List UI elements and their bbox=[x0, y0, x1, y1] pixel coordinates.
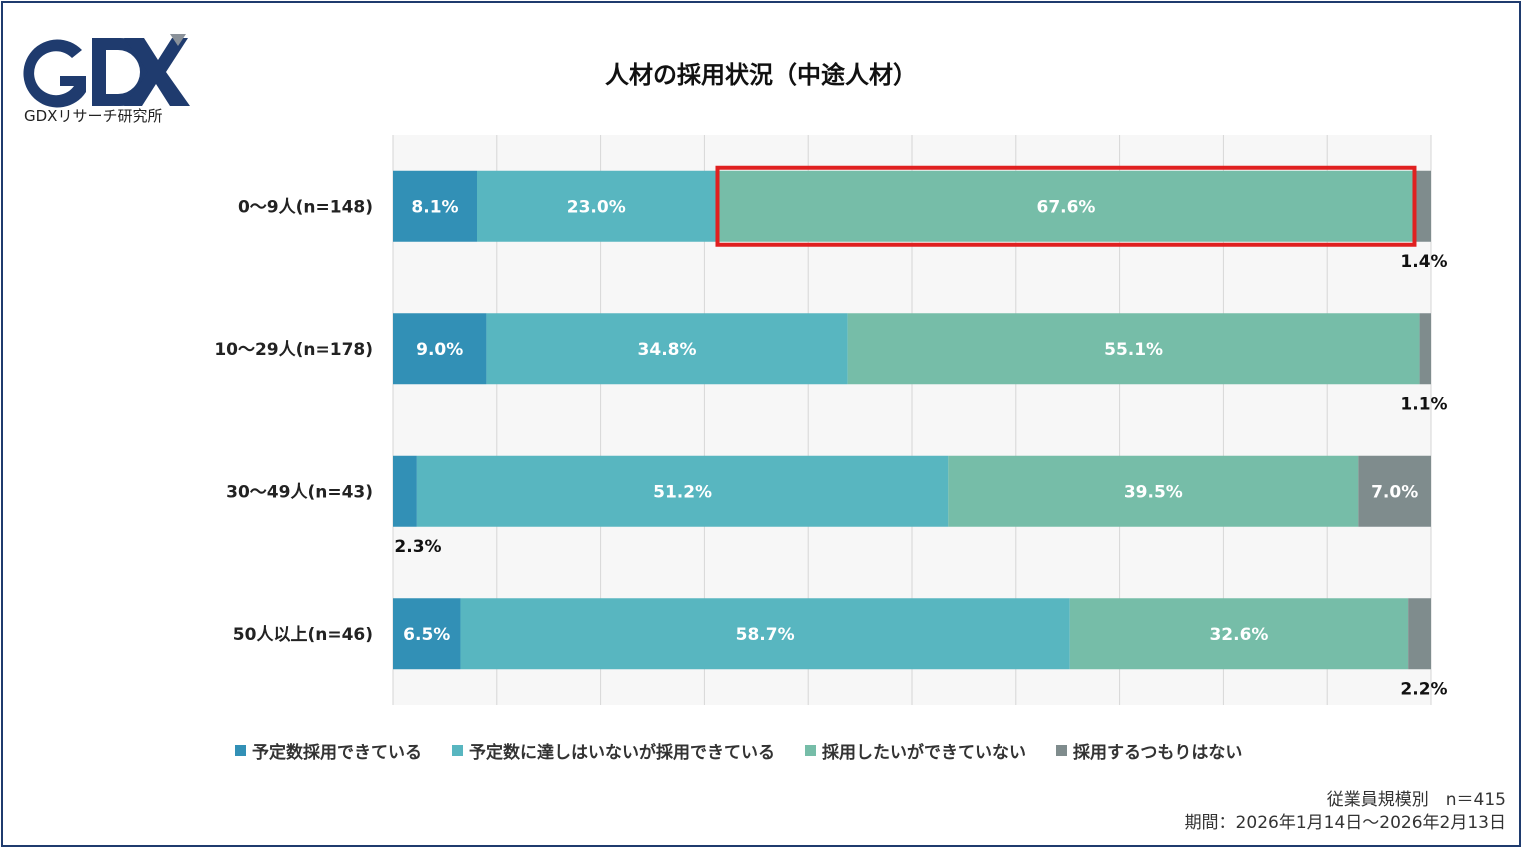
bar-segment bbox=[393, 313, 487, 385]
data-label: 39.5% bbox=[1124, 482, 1183, 502]
data-label: 23.0% bbox=[567, 197, 626, 217]
footer-sample-size: 従業員規模別 n＝415 bbox=[1326, 790, 1506, 810]
bar-segment bbox=[1358, 455, 1431, 527]
gdx-logo bbox=[23, 34, 190, 108]
chart-legend: 予定数採用できている 予定数に達しはいないが採用できている 採用したいができていない… bbox=[235, 738, 1242, 763]
legend-label: 採用したいができていない bbox=[822, 743, 1026, 763]
chart-title: 人材の採用状況（中途人材） bbox=[605, 61, 917, 89]
legend-item: 採用するつもりはない bbox=[1056, 738, 1242, 763]
bar-segment bbox=[1069, 598, 1409, 670]
category-label: 50人以上(n=46) bbox=[233, 625, 373, 645]
logo-subtitle: GDXリサーチ研究所 bbox=[24, 107, 163, 125]
bar-segment bbox=[715, 170, 1417, 242]
legend-item: 予定数採用できている bbox=[235, 738, 422, 763]
category-label: 10〜29人(n=178) bbox=[214, 340, 373, 360]
legend-swatch bbox=[235, 745, 246, 756]
data-label: 1.1% bbox=[1400, 394, 1447, 414]
bar-segment bbox=[1416, 170, 1431, 242]
bar-segment bbox=[486, 313, 848, 385]
bar-segment bbox=[393, 598, 461, 670]
legend-swatch bbox=[452, 745, 463, 756]
data-label: 8.1% bbox=[411, 197, 458, 217]
data-label: 9.0% bbox=[416, 340, 463, 360]
logo-accent bbox=[170, 34, 186, 46]
category-label: 0〜9人(n=148) bbox=[238, 197, 373, 217]
data-label: 67.6% bbox=[1036, 197, 1095, 217]
logo-letter-x bbox=[124, 38, 190, 106]
legend-swatch bbox=[1056, 745, 1067, 756]
bar-segment bbox=[1408, 598, 1431, 670]
legend-item: 採用したいができていない bbox=[805, 738, 1026, 763]
bar-segment bbox=[948, 455, 1359, 527]
legend-label: 採用するつもりはない bbox=[1073, 743, 1243, 763]
bar-segment bbox=[1419, 313, 1431, 385]
legend-label: 予定数に達しはいないが採用できている bbox=[469, 743, 775, 763]
bar-segment bbox=[460, 598, 1070, 670]
data-label: 2.2% bbox=[1400, 679, 1447, 699]
legend-item: 予定数に達しはいないが採用できている bbox=[452, 738, 775, 763]
data-label: 6.5% bbox=[403, 625, 450, 645]
data-label: 58.7% bbox=[736, 625, 795, 645]
data-label: 7.0% bbox=[1371, 482, 1418, 502]
highlight-box bbox=[715, 165, 1417, 247]
data-label: 55.1% bbox=[1104, 340, 1163, 360]
legend-label: 予定数採用できている bbox=[252, 743, 422, 763]
bar-segment bbox=[847, 313, 1420, 385]
category-label: 30〜49人(n=43) bbox=[226, 482, 373, 502]
bar-segment bbox=[393, 170, 477, 242]
logo-letter-g bbox=[23, 39, 86, 108]
data-label: 34.8% bbox=[638, 340, 697, 360]
legend-swatch bbox=[805, 745, 816, 756]
footer: 従業員規模別 n＝415 期間：2026年1月14日〜2026年2月13日 bbox=[1185, 789, 1506, 835]
data-label: 2.3% bbox=[394, 537, 441, 557]
bar-segment bbox=[416, 455, 949, 527]
data-label: 32.6% bbox=[1209, 625, 1268, 645]
bar-segment bbox=[476, 170, 716, 242]
footer-period: 期間：2026年1月14日〜2026年2月13日 bbox=[1184, 813, 1506, 833]
data-label: 1.4% bbox=[1400, 252, 1447, 272]
data-label: 51.2% bbox=[653, 482, 712, 502]
bar-segment bbox=[393, 455, 417, 527]
